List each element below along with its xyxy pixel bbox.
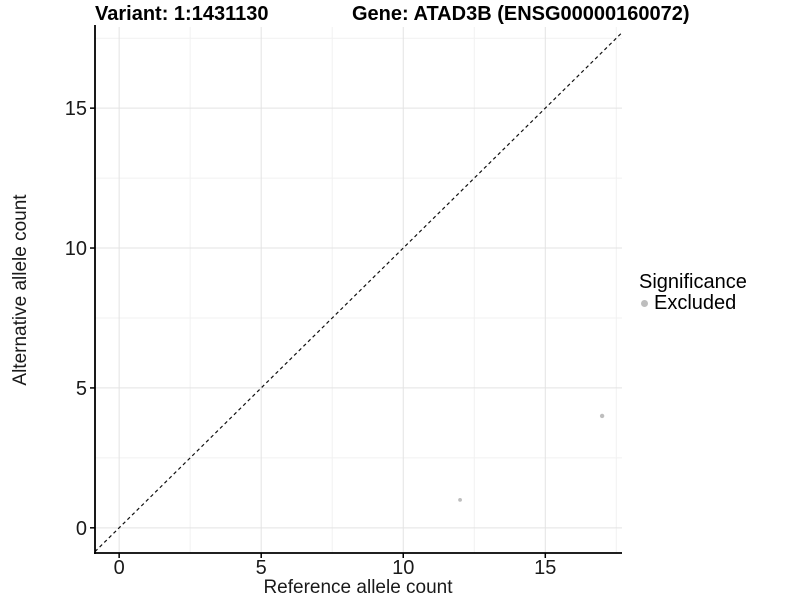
x-tick-label: 5 [256,557,267,579]
legend-point-icon [641,300,648,307]
x-tick-label: 0 [114,557,125,579]
y-tick-label: 5 [76,378,87,400]
y-tick-label: 0 [76,518,87,540]
legend-title: Significance [639,271,747,293]
y-tick-label: 10 [65,238,87,260]
x-axis-title: Reference allele count [263,577,453,598]
x-tick-label: 10 [392,557,414,579]
x-tick-label: 15 [534,557,556,579]
plot-title-gene: Gene: ATAD3B (ENSG00000160072) [352,3,690,25]
legend-entry-excluded: Excluded [639,293,747,314]
legend: Significance Excluded [639,272,747,314]
data-point [458,497,462,502]
plot-title-variant: Variant: 1:1431130 [95,3,269,25]
y-tick-label: 15 [65,98,87,120]
legend-entry-label: Excluded [654,292,737,314]
data-point [599,413,605,419]
identity-line [94,32,623,553]
